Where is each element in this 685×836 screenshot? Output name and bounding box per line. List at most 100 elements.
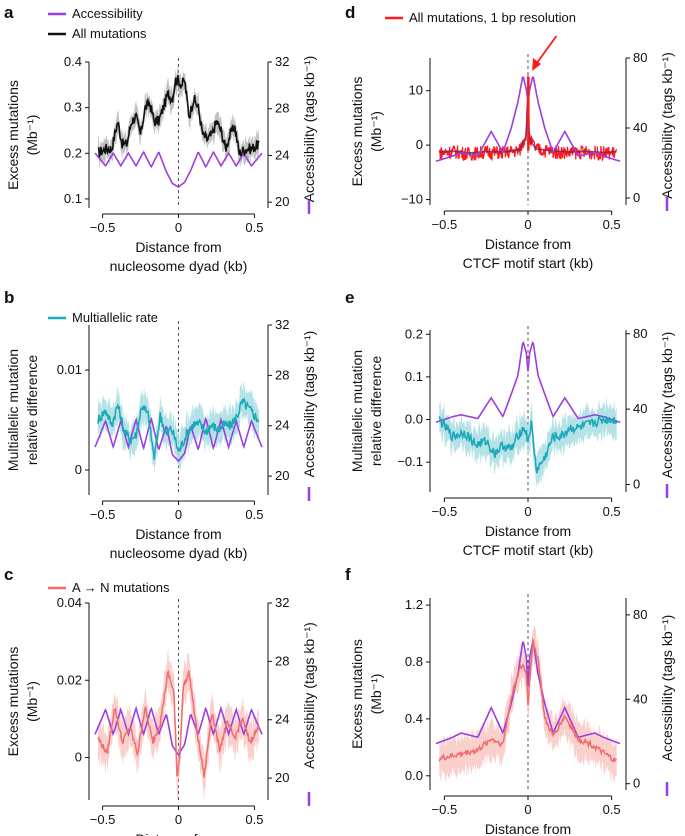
legend-label: A → N mutations (72, 580, 170, 595)
x-tick-label: −0.5 (432, 802, 458, 817)
y2-tick-label: 20 (275, 194, 289, 209)
x-tick-label: 0.5 (603, 504, 621, 519)
y-tick-label: 0 (75, 462, 82, 477)
x-axis-label: Distance from (485, 523, 571, 539)
x-axis-label: Distance from (135, 526, 221, 542)
y-tick-label: −10 (401, 192, 423, 207)
series-line-mutations (438, 415, 618, 474)
x-axis-label: Distance from (485, 821, 571, 836)
series-line-accessibility (94, 150, 263, 188)
y2-axis-label: Accessibility (tags kb⁻¹) (301, 331, 317, 478)
y-tick-label: 0.02 (57, 672, 82, 687)
x-tick-label: −0.5 (90, 507, 116, 522)
series-line-accessibility (435, 641, 621, 745)
legend-label: All mutations (72, 26, 147, 41)
y2-tick-label: 32 (275, 317, 289, 332)
y2-tick-label: 24 (275, 418, 289, 433)
series-line-accessibility (435, 341, 621, 424)
x-tick-label: 0 (175, 220, 182, 235)
panel-c: c A → N mutations −0.5 0 0.5 0 0.02 0.04 20 24 28 3… (4, 565, 317, 836)
series-line-accessibility (94, 705, 263, 757)
y2-axis-label: Accessibility (tags kb⁻¹) (659, 332, 675, 479)
annotation-arrow-head (532, 58, 542, 71)
x-tick-label: −0.5 (90, 220, 116, 235)
y2-tick-label: 80 (633, 50, 647, 65)
y-axis-label: (Mb⁻¹) (24, 115, 40, 156)
x-tick-label: −0.5 (90, 812, 116, 827)
y-tick-label: 0.04 (57, 595, 82, 610)
x-tick-label: 0.5 (245, 507, 263, 522)
x-tick-label: −0.5 (432, 217, 458, 232)
y-tick-label: 0.4 (405, 711, 423, 726)
confidence-band (98, 380, 259, 474)
y-axis-label: relative difference (24, 355, 40, 465)
panel-d: d All mutations, 1 bp resolution −0.5 0 0.5 −… (345, 3, 675, 271)
y-tick-label: 0 (75, 750, 82, 765)
y2-tick-label: 40 (633, 401, 647, 416)
x-axis-label: CTCF motif start (kb) (463, 255, 594, 271)
y-tick-label: 0.4 (64, 54, 82, 69)
y-tick-label: 0.0 (405, 412, 423, 427)
y-axis-label: (Mb⁻¹) (368, 111, 384, 152)
annotation-arrow-line (533, 35, 558, 67)
y2-tick-label: 24 (275, 712, 289, 727)
y-tick-label: 0.3 (64, 100, 82, 115)
x-tick-label: 0 (524, 802, 531, 817)
panel-letter: c (4, 565, 13, 584)
y-axis-label: (Mb⁻¹) (368, 674, 384, 715)
x-tick-label: 0 (175, 812, 182, 827)
panel-e: e −0.5 0 0.5 −0.1 0.0 0.1 0.2 0 40 80 Distance from… (345, 288, 675, 558)
y2-tick-label: 80 (633, 607, 647, 622)
x-tick-label: 0.5 (245, 220, 263, 235)
y-tick-label: 10 (409, 83, 423, 98)
x-tick-label: 0 (524, 504, 531, 519)
panel-letter: d (345, 3, 355, 22)
x-tick-label: 0.5 (603, 802, 621, 817)
y-axis-label: (Mb⁻¹) (24, 681, 40, 722)
y-axis-label: Multiallelic mutation (349, 350, 365, 472)
panel-letter: f (345, 565, 351, 584)
y-tick-label: 0.01 (57, 362, 82, 377)
y-tick-label: 0.1 (64, 191, 82, 206)
legend-label: All mutations, 1 bp resolution (409, 10, 576, 25)
y2-tick-label: 20 (275, 468, 289, 483)
y-tick-label: 0.2 (405, 326, 423, 341)
y-tick-label: −0.1 (397, 454, 423, 469)
x-axis-label: Distance from (135, 831, 221, 836)
y2-axis-label: Accessibility (tags kb⁻¹) (301, 56, 317, 203)
series-line-mutations (97, 396, 260, 460)
series-line-mutations (97, 669, 260, 778)
x-axis-label: nucleosome dyad (kb) (110, 545, 248, 561)
y2-tick-label: 32 (275, 595, 289, 610)
panel-letter: e (345, 288, 354, 307)
series-line-mutations (97, 75, 260, 158)
y2-tick-label: 24 (275, 147, 289, 162)
y2-axis-label: Accessibility (tags kb⁻¹) (301, 622, 317, 769)
panel-a: a Accessibility All mutations −0.5 0 0.5 0.1 0.… (4, 3, 317, 274)
x-axis-label: CTCF motif start (kb) (463, 542, 594, 558)
y-tick-label: 0.2 (64, 145, 82, 160)
x-tick-label: 0.5 (245, 812, 263, 827)
y-tick-label: 0 (416, 137, 423, 152)
panel-b: b Multiallelic rate −0.5 0 0.5 0 0.01 20 24 28 32 D… (4, 288, 317, 561)
y-tick-label: 0.8 (405, 654, 423, 669)
y-axis-label: Multiallelic mutation (5, 349, 21, 471)
series-line-mutations (438, 637, 617, 763)
x-axis-label: nucleosome dyad (kb) (110, 258, 248, 274)
panel-letter: a (4, 3, 14, 22)
y-axis-label: Excess mutations (349, 639, 365, 749)
y2-tick-label: 20 (275, 770, 289, 785)
y2-axis-label: Accessibility (tags kb⁻¹) (659, 615, 675, 762)
y-tick-label: 1.2 (405, 597, 423, 612)
x-tick-label: −0.5 (432, 504, 458, 519)
legend-label: Multiallelic rate (72, 310, 158, 325)
y-axis-label: Excess mutations (349, 77, 365, 187)
x-tick-label: 0.5 (603, 217, 621, 232)
y2-tick-label: 40 (633, 691, 647, 706)
y2-axis-label: Accessibility (tags kb⁻¹) (659, 52, 675, 199)
x-axis-label: Distance from (135, 239, 221, 255)
y2-tick-label: 0 (633, 190, 640, 205)
y-tick-label: 0.1 (405, 369, 423, 384)
